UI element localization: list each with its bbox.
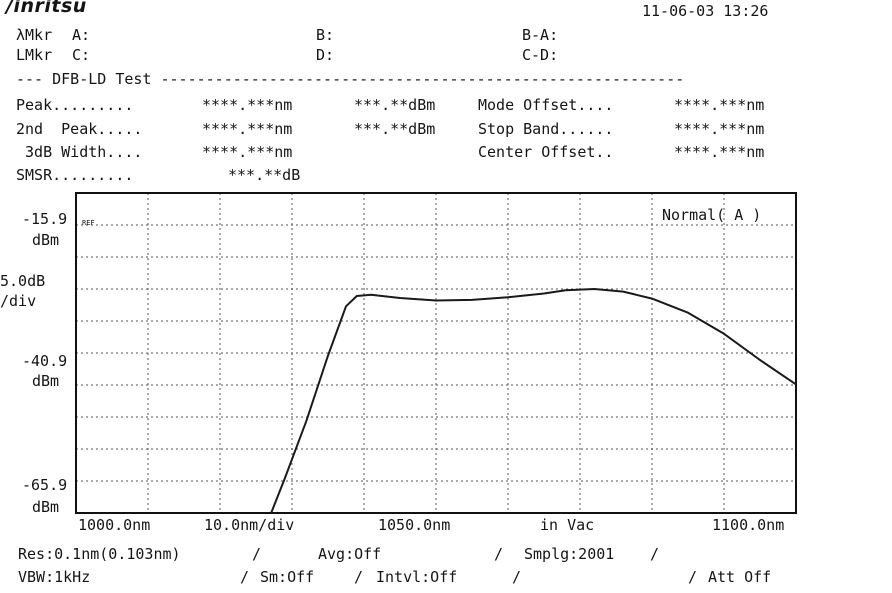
level-marker-d: D: <box>316 46 335 64</box>
smsr-label: SMSR......... <box>16 166 134 184</box>
attenuator-readout: Att Off <box>708 568 772 586</box>
x-start-label: 1000.0nm <box>78 516 151 534</box>
peak-wavelength: ****.***nm <box>202 96 293 114</box>
mode-offset-label: Mode Offset.... <box>478 96 614 114</box>
datetime-readout: 11-06-03 13:26 <box>642 2 769 20</box>
separator: / <box>512 568 522 586</box>
brand-logo: /inritsu <box>6 0 87 17</box>
interval-readout: Intvl:Off <box>376 568 458 586</box>
second-peak-level: ***.**dBm <box>354 120 436 138</box>
separator: / <box>688 568 698 586</box>
vbw-readout: VBW:1kHz <box>18 568 91 586</box>
resolution-readout: Res:0.1nm(0.103nm) <box>18 545 181 563</box>
lambda-marker-label: λMkr <box>16 26 53 44</box>
average-readout: Avg:Off <box>318 545 382 563</box>
separator: / <box>494 545 504 563</box>
x-medium-label: in Vac <box>540 516 595 534</box>
center-offset-label: Center Offset.. <box>478 143 614 161</box>
test-section-header: --- DFB-LD Test ------------------------… <box>16 70 685 88</box>
second-peak-wavelength: ****.***nm <box>202 120 293 138</box>
separator: / <box>240 568 250 586</box>
separator: / <box>650 545 660 563</box>
y-bottom-label: -65.9 <box>22 476 68 494</box>
lambda-marker-a: A: <box>72 26 91 44</box>
peak-label: Peak......... <box>16 96 134 114</box>
chart-grid <box>76 193 796 513</box>
y-ref-label: -15.9 <box>22 210 68 228</box>
y-bottom-unit: dBm <box>32 498 60 516</box>
stop-band-value: ****.***nm <box>674 120 765 138</box>
lambda-marker-b-minus-a: B-A: <box>522 26 559 44</box>
y-ref-unit: dBm <box>32 231 60 249</box>
smsr-value: ***.**dB <box>228 166 301 184</box>
center-offset-value: ****.***nm <box>674 143 765 161</box>
mode-label: Normal( A ) <box>662 206 761 224</box>
series-layer <box>270 288 796 513</box>
separator: / <box>252 545 262 563</box>
separator: / <box>354 568 364 586</box>
ref-marker: REF <box>82 219 95 227</box>
smoothing-readout: Sm:Off <box>260 568 315 586</box>
peak-level: ***.**dBm <box>354 96 436 114</box>
second-peak-label: 2nd Peak..... <box>16 120 143 138</box>
width-3db-label: 3dB Width.... <box>16 143 143 161</box>
y-mid-label: -40.9 <box>22 352 68 370</box>
level-marker-c-minus-d: C-D: <box>522 46 559 64</box>
level-marker-label: LMkr <box>16 46 53 64</box>
x-div-label: 10.0nm/div <box>204 516 295 534</box>
stop-band-label: Stop Band...... <box>478 120 614 138</box>
plot-frame <box>75 192 797 514</box>
level-marker-c: C: <box>72 46 91 64</box>
mode-offset-value: ****.***nm <box>674 96 765 114</box>
x-stop-label: 1100.0nm <box>712 516 785 534</box>
y-scale-unit: /div <box>0 292 37 310</box>
lambda-marker-b: B: <box>316 26 335 44</box>
y-mid-unit: dBm <box>32 372 60 390</box>
x-center-label: 1050.0nm <box>378 516 451 534</box>
width-3db-value: ****.***nm <box>202 143 293 161</box>
sampling-readout: Smplg:2001 <box>524 545 615 563</box>
spectrum-trace-line <box>270 288 796 513</box>
y-scale-label: 5.0dB <box>0 272 46 290</box>
